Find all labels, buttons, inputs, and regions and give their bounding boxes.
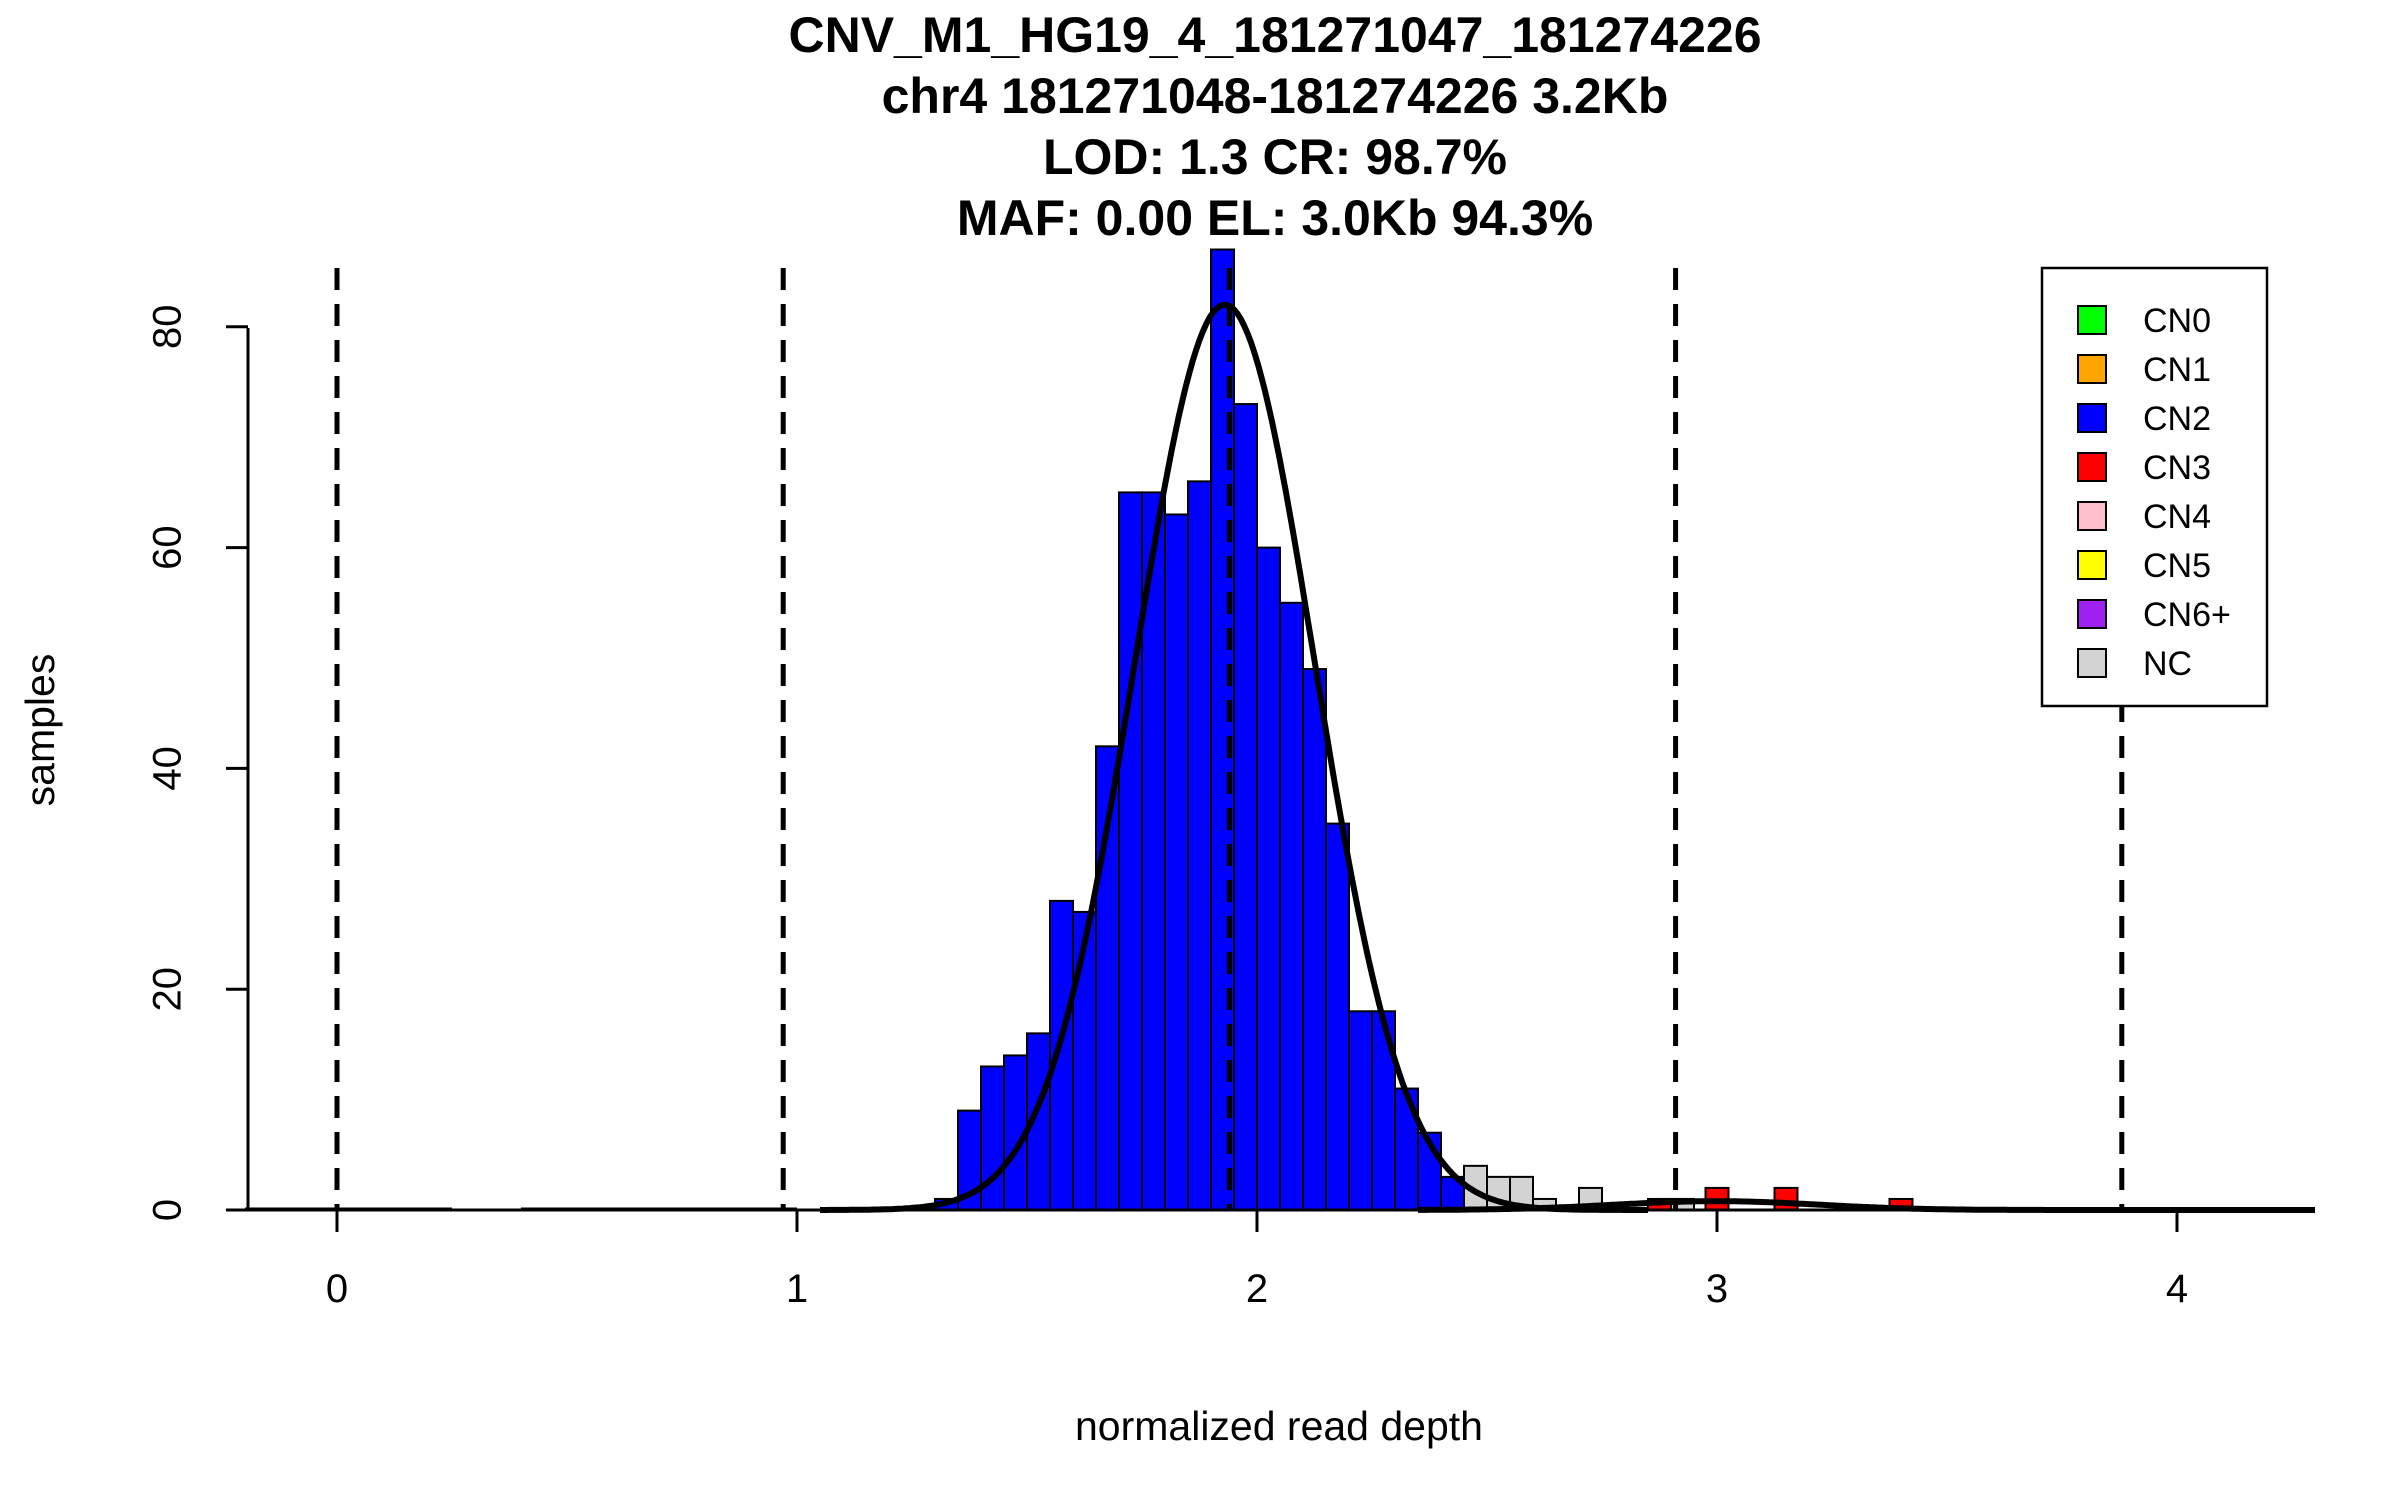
legend-label: CN4 bbox=[2143, 498, 2211, 536]
title-line-2: chr4 181271048-181274226 3.2Kb bbox=[882, 68, 1669, 124]
bar-cn2 bbox=[1279, 601, 1304, 1211]
bar-cn2 bbox=[1325, 822, 1350, 1211]
bar-cn2 bbox=[1118, 491, 1143, 1211]
legend-swatch-cn6plus bbox=[2077, 599, 2107, 629]
legend-label: CN5 bbox=[2143, 547, 2211, 585]
title-line-4: MAF: 0.00 EL: 3.0Kb 94.3% bbox=[957, 190, 1593, 246]
bar-cn2 bbox=[1233, 403, 1258, 1211]
legend-swatch-cn1 bbox=[2077, 354, 2107, 384]
title-line-3: LOD: 1.3 CR: 98.7% bbox=[1043, 129, 1507, 185]
fit-curve bbox=[820, 301, 1648, 1213]
legend: CN0 CN1 CN2 CN3 CN4 CN5 CN6+ NC bbox=[2040, 266, 2269, 708]
title-line-1: CNV_M1_HG19_4_181271047_181274226 bbox=[788, 7, 1761, 63]
bar-cn2 bbox=[1302, 668, 1327, 1211]
bar-cn3 bbox=[1773, 1186, 1799, 1212]
x-axis-title: normalized read depth bbox=[1075, 1403, 1483, 1449]
x-tick-label: 2 bbox=[1246, 1267, 1268, 1311]
legend-label: CN0 bbox=[2143, 302, 2211, 340]
legend-label: CN6+ bbox=[2143, 596, 2231, 634]
legend-swatch-cn0 bbox=[2077, 305, 2107, 335]
y-tick-label: 20 bbox=[146, 967, 190, 1012]
legend-swatch-cn3 bbox=[2077, 452, 2107, 482]
x-tick-label: 4 bbox=[2166, 1267, 2188, 1311]
y-tick-label: 80 bbox=[146, 305, 190, 350]
x-axis-ticks: 0 1 2 3 4 bbox=[326, 1210, 2188, 1311]
y-axis-title: samples bbox=[17, 654, 63, 807]
bar-cn2 bbox=[1164, 513, 1189, 1211]
legend-swatch-cn5 bbox=[2077, 550, 2107, 580]
bar-cn2 bbox=[1256, 546, 1281, 1211]
legend-label: NC bbox=[2143, 645, 2192, 683]
chart-title: CNV_M1_HG19_4_181271047_181274226 chr4 1… bbox=[788, 7, 1761, 246]
x-axis: 0 1 2 3 4 normalized read depth bbox=[248, 1208, 2310, 1449]
bar-cn2 bbox=[1187, 480, 1212, 1211]
x-tick-label: 0 bbox=[326, 1267, 348, 1311]
legend-box bbox=[2040, 266, 2269, 708]
legend-label: CN2 bbox=[2143, 400, 2211, 438]
legend-swatch-nc bbox=[2077, 648, 2107, 678]
y-axis: 0 20 40 60 80 samples bbox=[17, 305, 250, 1221]
x-tick-label: 1 bbox=[786, 1267, 808, 1311]
legend-label: CN1 bbox=[2143, 351, 2211, 389]
x-tick-label: 3 bbox=[1706, 1267, 1728, 1311]
legend-label: CN3 bbox=[2143, 449, 2211, 487]
histogram-bars bbox=[934, 248, 1914, 1212]
legend-swatch-cn4 bbox=[2077, 501, 2107, 531]
y-axis-ticks: 0 20 40 60 80 bbox=[146, 305, 248, 1221]
y-tick-label: 40 bbox=[146, 746, 190, 791]
bar-cn2 bbox=[1348, 1010, 1373, 1212]
legend-swatch-cn2 bbox=[2077, 403, 2107, 433]
y-tick-label: 0 bbox=[146, 1199, 190, 1221]
y-tick-label: 60 bbox=[146, 525, 190, 570]
